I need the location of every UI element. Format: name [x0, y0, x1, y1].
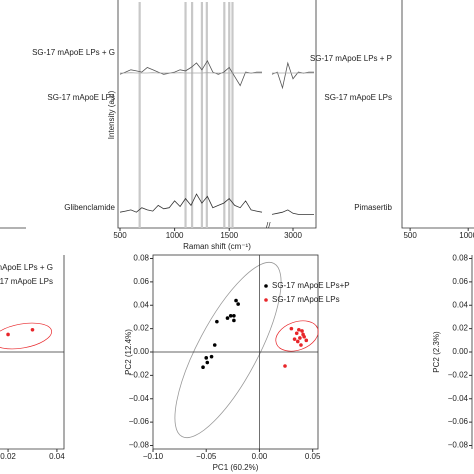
x-tick-label: 0.02 [0, 452, 16, 461]
y-tick-label: 0.02 [452, 324, 468, 333]
y-tick-label: 0.04 [133, 300, 149, 309]
x-tick-label: 0.05 [305, 452, 321, 461]
x-tick-label: 1000 [166, 231, 184, 240]
y-tick-label: −0.06 [129, 417, 150, 426]
point [201, 365, 205, 369]
x-tick-label: 500 [113, 231, 127, 240]
spectrum-line [119, 193, 263, 213]
legend-marker [264, 298, 268, 302]
point [294, 331, 299, 336]
point [225, 316, 230, 320]
x-tick-label: −0.05 [196, 452, 217, 461]
y-tick-label: −0.04 [129, 394, 150, 403]
trace-label: SG-17 mApoE LPs [47, 93, 115, 102]
y-tick-label: −0.02 [448, 370, 469, 379]
point [298, 336, 302, 340]
y-tick-label: 0.00 [133, 347, 149, 356]
point [297, 327, 301, 332]
x-axis-label: PC1 (60.2%) [213, 463, 259, 472]
point [283, 364, 287, 368]
y-tick-label: −0.04 [448, 394, 469, 403]
spectrum-line [119, 59, 262, 87]
point [232, 313, 236, 318]
y-tick-label: 0.00 [452, 347, 468, 356]
point [301, 332, 305, 337]
point [236, 302, 240, 306]
y-tick-label: 0.06 [452, 277, 468, 286]
x-tick-label: −0.10 [143, 452, 164, 461]
y-tick-label: −0.06 [448, 417, 469, 426]
point [232, 318, 236, 323]
y-tick-label: 0.04 [452, 300, 468, 309]
legend-label: SG-17 mApoE LPs [0, 277, 53, 286]
point [295, 339, 300, 344]
point [205, 360, 210, 365]
left-pca-frame [0, 255, 65, 450]
spectra-frame [117, 0, 317, 229]
point [292, 337, 297, 341]
x-axis-label: Raman shift (cm⁻¹) [183, 242, 251, 251]
y-tick-label: 0.02 [133, 324, 149, 333]
trace-label: SG-17 mApoE LPs [324, 93, 392, 102]
y-tick-label: −0.08 [448, 441, 469, 450]
point [300, 329, 304, 333]
point [234, 298, 238, 303]
x-tick-label: 1500 [220, 231, 238, 240]
trace-label: Pimasertib [354, 203, 392, 212]
trace-label: Glibenclamide [64, 203, 115, 212]
y-tick-label: 0.06 [133, 277, 149, 286]
y-tick-label: −0.02 [129, 370, 150, 379]
legend-label: SG-17 mApoE LPs + G [0, 263, 53, 272]
y-tick-label: 0.08 [133, 254, 149, 263]
point [6, 332, 10, 337]
confidence-ellipse [275, 320, 319, 352]
x-tick-label: 0.04 [49, 452, 65, 461]
x-tick-label: 3000 [284, 231, 302, 240]
axis-break: // [266, 221, 271, 230]
y-axis-label: PC2 (2.3%) [432, 331, 441, 373]
y-tick-label: 0.08 [452, 254, 468, 263]
point [212, 343, 217, 347]
point [299, 343, 303, 347]
confidence-ellipse [174, 261, 282, 439]
legend-label: SG-17 mApoE LPs [272, 295, 340, 304]
point [228, 313, 233, 318]
y-tick-label: −0.08 [129, 441, 150, 450]
y-axis-label: Intensity (a.u) [107, 90, 116, 139]
spectrum-line [271, 209, 314, 215]
confidence-ellipse [0, 322, 52, 350]
point [209, 354, 214, 359]
point [215, 319, 219, 324]
point [30, 327, 35, 332]
x-tick-label: 1000 [459, 231, 474, 240]
point [204, 356, 209, 360]
legend-label: SG-17 mApoE LPs+P [272, 281, 350, 290]
right-spectra-frame [401, 0, 474, 229]
y-axis-label: PC2 (12.4%) [124, 329, 133, 375]
legend-marker [264, 284, 268, 288]
spectrum-line [271, 61, 314, 90]
point [304, 338, 309, 343]
trace-label: SG-17 mApoE LPs + G [32, 48, 115, 57]
point [289, 326, 294, 331]
trace-label: SG-17 mApoE LPs + P [310, 54, 392, 63]
x-tick-label: 0.00 [252, 452, 268, 461]
x-tick-label: 500 [403, 231, 417, 240]
